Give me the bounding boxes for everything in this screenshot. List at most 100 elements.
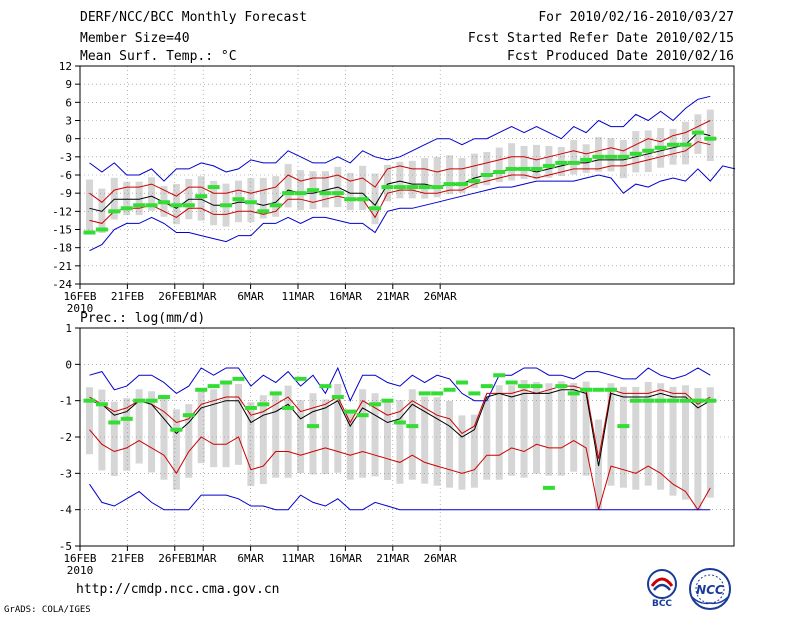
climo-mark <box>567 391 580 396</box>
spread-box <box>446 155 454 195</box>
x-tick-label: 21FEB <box>111 552 144 565</box>
y-tick-label: -24 <box>52 278 72 291</box>
spread-box <box>644 381 652 486</box>
series-line-max <box>89 366 711 402</box>
spread-box <box>619 386 627 488</box>
climo-mark <box>282 191 295 196</box>
climo-mark <box>220 380 233 385</box>
y-tick-label: 0 <box>65 358 72 371</box>
y-tick-label: -5 <box>59 540 72 553</box>
series-line-lower <box>89 141 711 224</box>
bcc-logo-icon: BCC <box>647 569 677 608</box>
forecast-start-date: Fcst Started Refer Date 2010/02/15 <box>467 31 734 46</box>
climo-mark <box>654 398 667 403</box>
climo-mark <box>642 148 655 153</box>
spread-box <box>495 147 503 183</box>
climo-mark <box>145 203 158 208</box>
x-tick-label: 21FEB <box>111 290 144 303</box>
climo-mark <box>319 384 332 389</box>
spread-box <box>607 138 615 172</box>
climo-mark <box>381 398 394 403</box>
climo-mark <box>679 142 692 147</box>
climo-mark <box>654 145 667 150</box>
variable-label-prec: Prec.: log(mm/d) <box>80 311 205 326</box>
climo-mark <box>580 387 593 392</box>
climo-mark <box>282 405 295 410</box>
spread-box <box>210 389 218 468</box>
spread-box <box>396 161 404 199</box>
x-year-label: 2010 <box>67 302 94 315</box>
spread-box <box>185 404 193 478</box>
climo-mark <box>157 200 170 205</box>
climo-mark <box>406 424 419 429</box>
spread-box <box>148 177 156 211</box>
spread-box <box>259 395 267 485</box>
y-tick-label: -3 <box>59 151 72 164</box>
spread-box <box>446 400 454 488</box>
climo-mark <box>443 182 456 187</box>
spread-box <box>582 381 590 476</box>
climo-mark <box>580 157 593 162</box>
spread-box <box>396 400 404 484</box>
climo-mark <box>182 203 195 208</box>
y-tick-label: -2 <box>59 431 72 444</box>
spread-box <box>681 385 689 500</box>
climo-mark <box>95 227 108 232</box>
climo-mark <box>480 173 493 177</box>
spread-box <box>495 385 503 480</box>
y-tick-label: -21 <box>52 260 72 273</box>
y-tick-label: -18 <box>52 242 72 255</box>
spread-box <box>669 128 677 165</box>
spread-box <box>706 387 714 498</box>
climo-mark <box>83 230 96 235</box>
climo-mark <box>704 398 717 403</box>
climo-mark <box>269 391 282 396</box>
climo-mark <box>418 185 431 190</box>
spread-box <box>508 143 516 181</box>
climo-mark <box>704 136 717 141</box>
climo-mark <box>120 206 133 211</box>
spread-box <box>110 177 118 220</box>
climo-mark <box>306 188 319 193</box>
x-tick-label: 21MAR <box>376 552 409 565</box>
member-size: Member Size=40 <box>80 31 190 46</box>
spread-box <box>669 386 677 496</box>
spread-box <box>545 383 553 476</box>
spread-box <box>557 381 565 476</box>
spread-box <box>135 389 143 464</box>
climo-mark <box>356 197 369 202</box>
climo-mark <box>542 163 555 168</box>
source-url[interactable]: http://cmdp.ncc.cma.gov.cn <box>76 582 280 597</box>
climo-mark <box>393 420 406 425</box>
x-tick-label: 26FEB <box>158 552 191 565</box>
y-tick-label: 3 <box>65 115 72 128</box>
climo-mark <box>455 182 468 187</box>
climo-mark <box>220 203 233 208</box>
x-tick-label: 16MAR <box>329 290 362 303</box>
climo-mark <box>530 166 543 171</box>
y-tick-label: -6 <box>59 169 72 182</box>
spread-box <box>619 139 627 179</box>
spread-box <box>172 409 180 490</box>
spread-box <box>433 397 441 486</box>
climo-mark <box>468 391 481 396</box>
spread-box <box>371 393 379 477</box>
spread-box <box>321 399 329 475</box>
climo-mark <box>331 395 344 400</box>
climo-mark <box>319 191 332 196</box>
spread-box <box>272 394 280 478</box>
spread-box <box>483 151 491 186</box>
climo-mark <box>542 485 555 490</box>
climo-mark <box>480 384 493 389</box>
climo-mark <box>443 387 456 392</box>
climo-mark <box>493 373 506 378</box>
spread-box <box>160 398 168 480</box>
climo-mark <box>555 384 568 389</box>
climo-mark <box>207 384 220 389</box>
series-line-min <box>89 483 711 511</box>
climo-mark <box>691 398 704 403</box>
spread-box <box>383 164 391 202</box>
climo-mark <box>369 206 382 211</box>
spread-box <box>297 170 305 211</box>
climo-mark <box>120 416 133 421</box>
